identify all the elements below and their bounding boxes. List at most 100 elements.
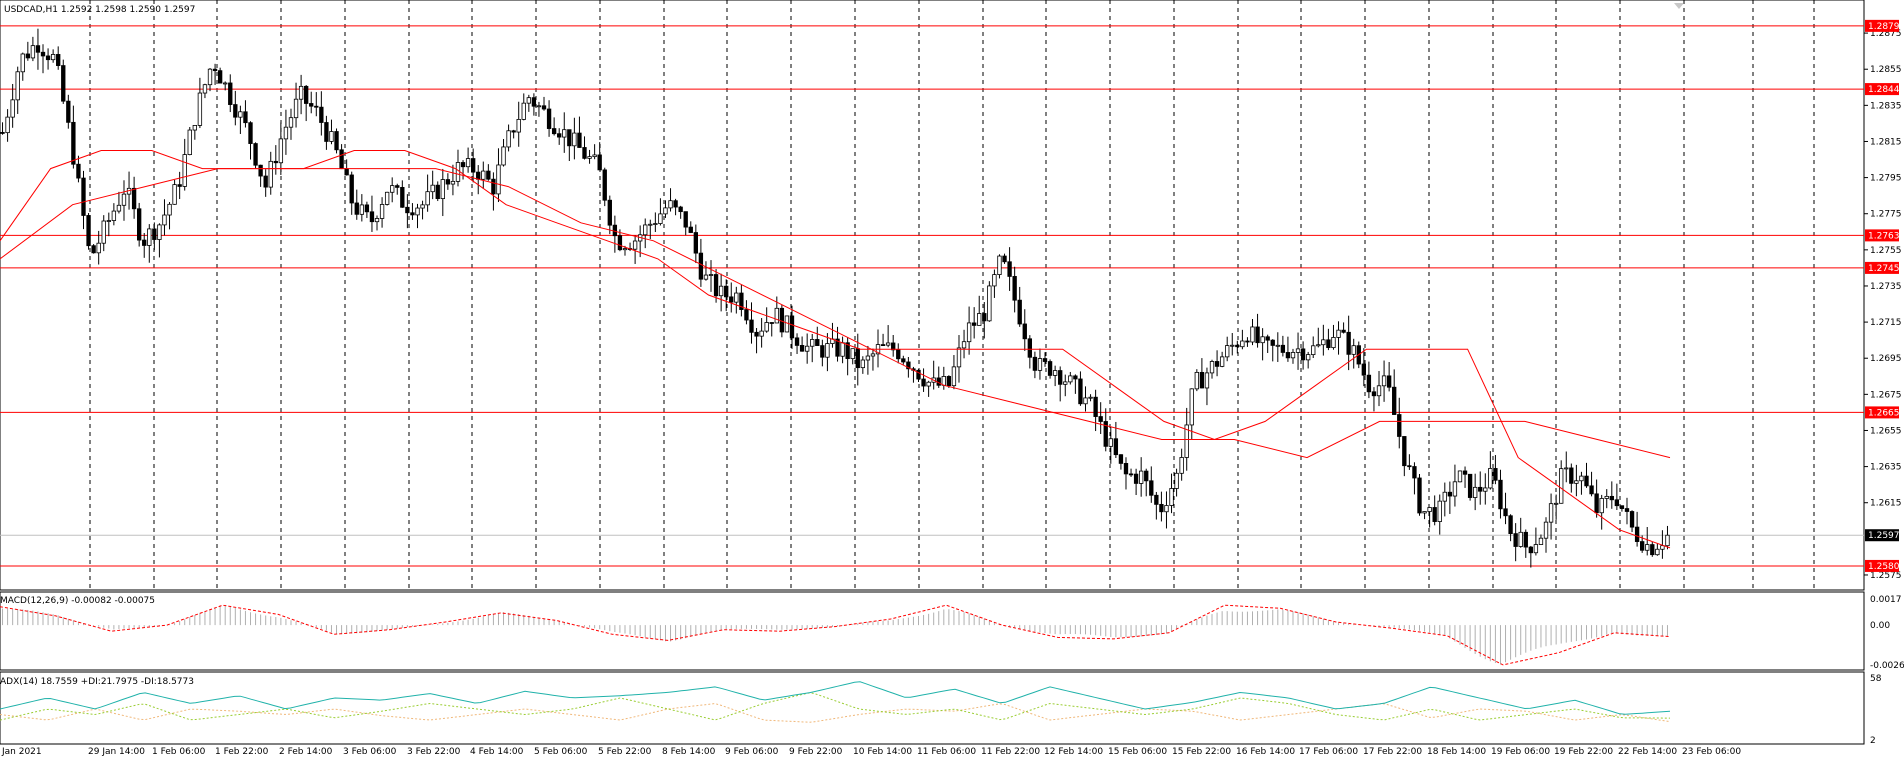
candle-body (658, 213, 663, 224)
price-level-badge (1865, 83, 1899, 96)
candle-body (1250, 326, 1255, 343)
time-tick-label: 5 Feb 22:00 (598, 747, 652, 757)
candle-body (460, 162, 466, 168)
candle-body (1584, 475, 1589, 487)
candle-body (896, 349, 901, 360)
candle-body (288, 117, 294, 128)
candle-body (50, 54, 56, 61)
candle-body (1478, 486, 1483, 492)
price-level-label: 1.2763 (1868, 231, 1900, 241)
candle-body (1240, 340, 1245, 348)
price-level-label: 1.2844 (1868, 85, 1900, 95)
candle-body (622, 248, 628, 251)
candle-body (339, 149, 344, 170)
candle-body (799, 345, 805, 352)
horizontal-levels (0, 25, 1864, 567)
candle-body (263, 175, 268, 188)
candle-body (1078, 378, 1083, 405)
candle-body (1199, 371, 1205, 389)
candle-body (835, 338, 840, 357)
candle-body (1083, 397, 1088, 405)
time-tick-label: 11 Feb 22:00 (981, 747, 1040, 757)
candle-body (30, 45, 36, 59)
candle-body (511, 130, 516, 133)
candle-body (526, 97, 532, 104)
candle-body (1437, 500, 1442, 522)
candle-body (405, 206, 410, 214)
candle-body (359, 204, 365, 215)
candle-body (400, 186, 405, 208)
candle-body (688, 226, 693, 233)
price-tick-label: 1.2835 (1870, 101, 1902, 111)
candle-body (1214, 361, 1220, 367)
candle-body (567, 129, 572, 147)
candle-body (1604, 495, 1609, 499)
candle-body (491, 178, 496, 195)
candle-body (1189, 388, 1194, 426)
candle-body (1660, 545, 1665, 550)
chart-shift-marker-icon[interactable] (1674, 3, 1684, 9)
candle-body (1462, 470, 1468, 475)
candle-body (1376, 385, 1382, 397)
candle-body (536, 105, 542, 108)
candle-body (374, 218, 380, 223)
candle-body (668, 200, 673, 209)
candle-body (521, 102, 526, 120)
candle-body (283, 126, 289, 140)
candle-body (486, 170, 491, 180)
candle-body (1321, 339, 1326, 346)
candle-body (516, 118, 521, 133)
candle-body (1452, 481, 1458, 497)
candle-body (678, 206, 683, 213)
candle-body (648, 223, 653, 226)
moving-averages (0, 150, 1671, 549)
candle-body (855, 348, 860, 369)
candle-body (1290, 352, 1296, 359)
candle-body (572, 132, 577, 147)
time-tick-label: 17 Feb 06:00 (1299, 747, 1358, 757)
candle-body (116, 204, 122, 212)
adx-header: ADX(14) 18.7559 +DI:21.7975 -DI:18.5773 (0, 677, 194, 687)
candle-body (1144, 470, 1149, 482)
candle-body (329, 131, 334, 142)
candle-body (1285, 352, 1291, 359)
candle-body (197, 92, 203, 126)
adx-line (0, 681, 1671, 715)
candle-body (906, 361, 911, 370)
candle-body (395, 185, 400, 188)
candle-body (977, 313, 982, 326)
symbol-header: USDCAD,H1 1.2592 1.2598 1.2590 1.2597 (4, 5, 195, 15)
candle-body (1629, 511, 1635, 528)
candle-body (891, 342, 896, 351)
price-tick-label: 1.2715 (1870, 318, 1902, 328)
candle-body (15, 71, 20, 101)
candle-body (182, 154, 187, 187)
candle-body (1513, 533, 1518, 547)
candle-body (390, 185, 395, 193)
candle-body (1361, 363, 1367, 376)
price-level-label: 1.2745 (1868, 264, 1900, 274)
time-tick-label: 10 Feb 14:00 (853, 747, 912, 757)
time-tick-label: 9 Feb 22:00 (789, 747, 843, 757)
time-tick-label: 29 Jan 14:00 (88, 747, 145, 757)
price-level-badge (1865, 19, 1899, 32)
adx-indicator (0, 681, 1671, 723)
macd-tick-label: 0.00 (1870, 621, 1890, 631)
candle-body (1619, 505, 1625, 509)
candle-body (941, 376, 946, 386)
candle-body (1225, 345, 1230, 358)
candle-body (440, 179, 445, 200)
di-minus-line (0, 703, 1671, 723)
candle-body (1027, 338, 1033, 358)
time-axis: Jan 2021 29 Jan 14:00 1 Feb 06:00 1 Feb 22:… (1, 747, 1741, 757)
candle-body (769, 322, 774, 324)
candle-body (607, 199, 612, 226)
candle-body (779, 307, 785, 333)
candle-body (268, 160, 273, 188)
price-tick-label: 1.2675 (1870, 390, 1902, 400)
candle-body (384, 191, 390, 205)
candle-body (111, 210, 117, 221)
candle-body (1311, 345, 1316, 356)
